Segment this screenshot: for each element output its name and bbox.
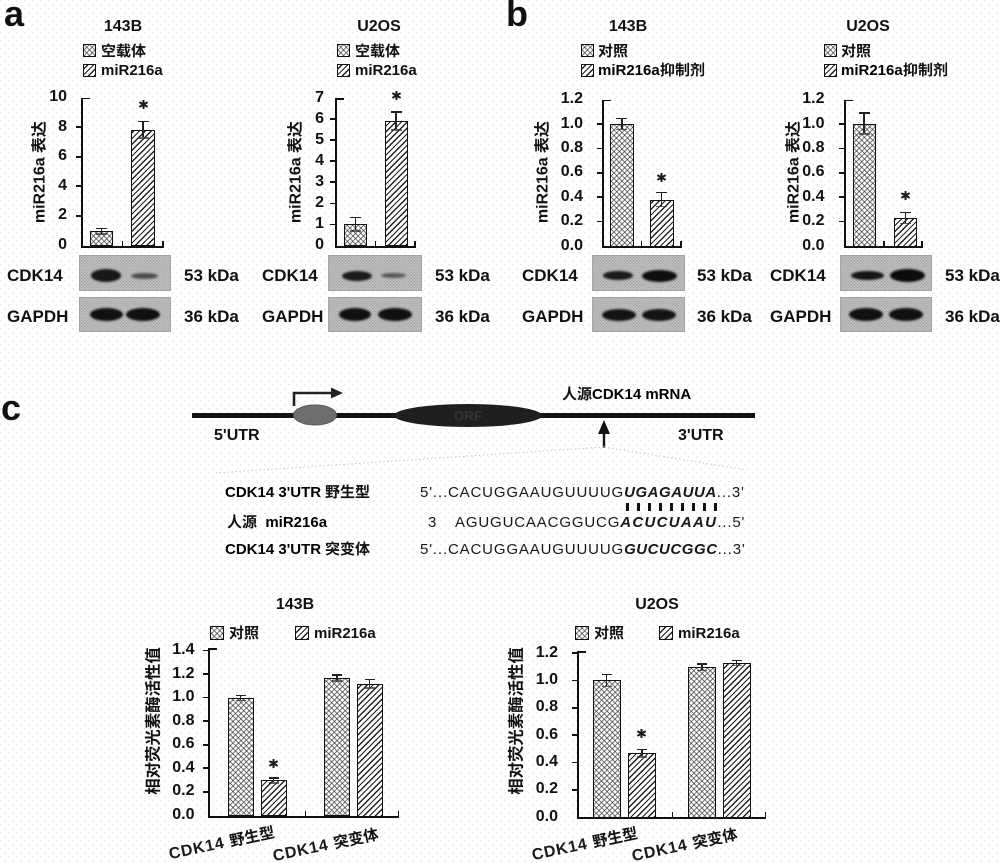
svg-text:ORF: ORF <box>454 408 483 423</box>
